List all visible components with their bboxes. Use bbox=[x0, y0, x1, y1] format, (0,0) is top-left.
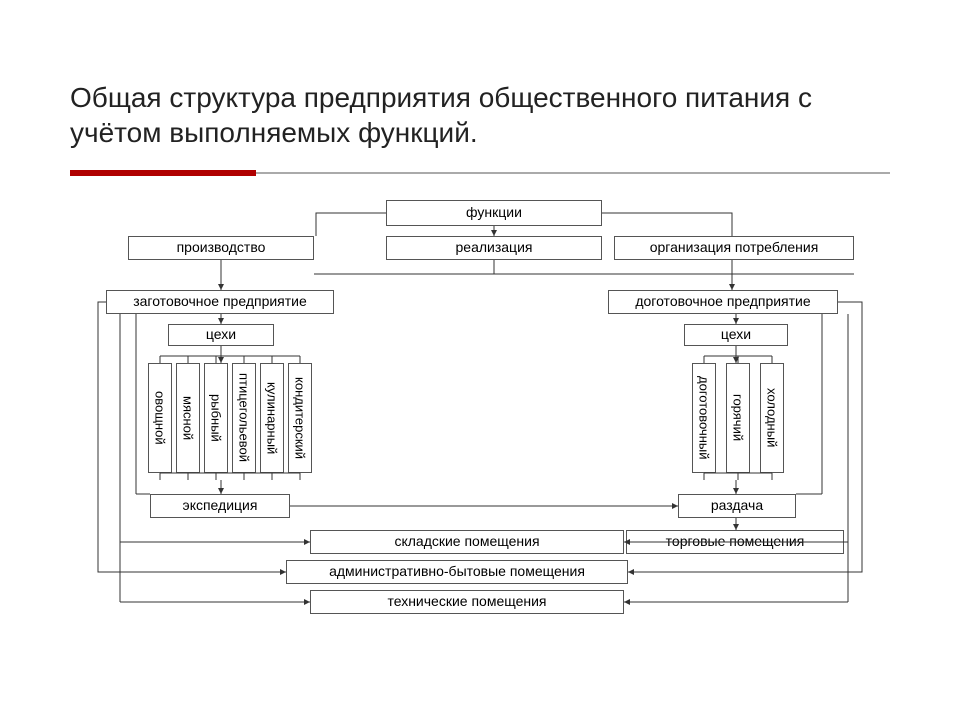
grey-rule bbox=[256, 172, 890, 174]
cell-ryb: рыбный bbox=[204, 363, 228, 473]
node-admin: административно-бытовые помещения bbox=[286, 560, 628, 584]
node-cehi-right: цехи bbox=[684, 324, 788, 346]
node-real: реализация bbox=[386, 236, 602, 260]
node-org: организация потребления bbox=[614, 236, 854, 260]
cell-kulin: кулинарный bbox=[260, 363, 284, 473]
page-title: Общая структура предприятия общественног… bbox=[70, 80, 890, 150]
cell-ovosh: овощной bbox=[148, 363, 172, 473]
node-cehi-left: цехи bbox=[168, 324, 274, 346]
node-sklad: складские помещения bbox=[310, 530, 624, 554]
node-tech: технические помещения bbox=[310, 590, 624, 614]
cell-myas: мясной bbox=[176, 363, 200, 473]
node-razd: раздача bbox=[678, 494, 796, 518]
node-func: функции bbox=[386, 200, 602, 226]
node-prod: производство bbox=[128, 236, 314, 260]
cell-kond: кондитерский bbox=[288, 363, 312, 473]
cell-hol: холодный bbox=[760, 363, 784, 473]
cell-gor: горячий bbox=[726, 363, 750, 473]
node-torg: торговые помещения bbox=[626, 530, 844, 554]
node-zagot: заготовочное предприятие bbox=[106, 290, 334, 314]
node-eksp: экспедиция bbox=[150, 494, 290, 518]
cell-dogotc: доготовочный bbox=[692, 363, 716, 473]
slide: Общая структура предприятия общественног… bbox=[0, 0, 960, 720]
accent-rule bbox=[70, 170, 256, 176]
node-dogot: доготовочное предприятие bbox=[608, 290, 838, 314]
cell-ptic: птицегольевой bbox=[232, 363, 256, 473]
